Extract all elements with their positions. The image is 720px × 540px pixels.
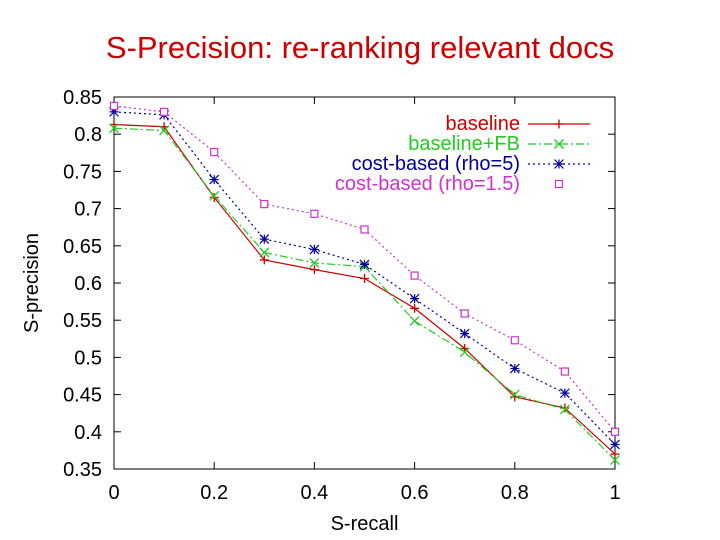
data-point-series-4 bbox=[510, 336, 519, 345]
data-point-series-2 bbox=[159, 125, 170, 136]
data-point-series-4 bbox=[310, 209, 319, 218]
data-point-series-3 bbox=[359, 259, 370, 270]
data-point-series-1 bbox=[410, 303, 420, 313]
data-point-series-4 bbox=[360, 225, 369, 234]
x-tick-label: 0.2 bbox=[200, 482, 228, 504]
data-point-series-2 bbox=[409, 315, 420, 326]
data-point-series-1 bbox=[360, 274, 369, 284]
data-point-series-3 bbox=[209, 174, 220, 185]
data-point-series-3 bbox=[309, 244, 320, 255]
data-point-series-3 bbox=[459, 328, 470, 339]
y-tick-label: 0.35 bbox=[63, 459, 102, 481]
x-tick-label: 0.6 bbox=[401, 482, 429, 504]
data-point-series-4 bbox=[160, 107, 169, 116]
data-point-series-4 bbox=[210, 147, 219, 157]
data-point-series-4 bbox=[260, 200, 269, 209]
data-point-series-2 bbox=[209, 190, 220, 201]
y-tick-label: 0.85 bbox=[63, 87, 102, 109]
data-point-series-2 bbox=[559, 404, 570, 415]
y-axis-label: S-precision bbox=[21, 233, 43, 333]
data-point-series-2 bbox=[259, 247, 270, 258]
data-point-series-1 bbox=[560, 403, 570, 413]
data-point-series-4 bbox=[560, 367, 570, 376]
x-axis-label: S-recall bbox=[331, 513, 399, 535]
x-tick-label: 1 bbox=[609, 482, 620, 504]
data-point-series-1 bbox=[610, 449, 620, 459]
data-point-series-4 bbox=[410, 271, 419, 280]
y-tick-label: 0.55 bbox=[63, 310, 102, 332]
data-point-series-3 bbox=[559, 388, 570, 399]
data-point-series-4 bbox=[109, 101, 119, 111]
slide-title: S-Precision: re-ranking relevant docs bbox=[105, 30, 615, 65]
y-tick-label: 0.6 bbox=[74, 273, 102, 295]
data-point-series-4 bbox=[460, 309, 469, 318]
data-point-series-4 bbox=[610, 427, 620, 436]
legend-label-2: baseline+FB bbox=[408, 133, 520, 155]
x-tick-label: 0.8 bbox=[501, 482, 529, 504]
legend-label-1: baseline bbox=[445, 113, 520, 135]
legend-label-3: cost-based (rho=5) bbox=[352, 153, 520, 175]
data-point-series-2 bbox=[109, 123, 119, 134]
legend-marker-4 bbox=[554, 179, 564, 189]
data-point-series-2 bbox=[610, 455, 620, 466]
data-point-series-3 bbox=[509, 363, 520, 374]
y-tick-label: 0.4 bbox=[74, 422, 102, 444]
legend-label-4: cost-based (rho=1.5) bbox=[335, 173, 520, 195]
data-point-series-3 bbox=[409, 293, 420, 304]
data-point-series-1 bbox=[209, 192, 219, 202]
x-tick-label: 0.4 bbox=[300, 482, 328, 504]
data-point-series-1 bbox=[259, 255, 269, 265]
y-tick-label: 0.75 bbox=[63, 161, 102, 183]
data-point-series-3 bbox=[610, 439, 620, 450]
data-point-series-2 bbox=[459, 347, 470, 358]
y-tick-label: 0.5 bbox=[74, 347, 102, 369]
y-tick-label: 0.65 bbox=[63, 236, 102, 258]
data-point-series-2 bbox=[309, 257, 320, 268]
y-tick-label: 0.7 bbox=[74, 199, 102, 221]
data-point-series-3 bbox=[109, 106, 119, 117]
y-tick-label: 0.8 bbox=[74, 124, 102, 146]
y-tick-label: 0.45 bbox=[63, 385, 102, 407]
data-point-series-3 bbox=[259, 234, 270, 245]
data-point-series-2 bbox=[509, 389, 520, 400]
data-point-series-1 bbox=[309, 265, 319, 275]
x-tick-label: 0 bbox=[108, 482, 119, 504]
legend-marker-3 bbox=[554, 159, 564, 169]
legend-marker-1 bbox=[554, 119, 564, 129]
legend-marker-2 bbox=[554, 139, 564, 149]
